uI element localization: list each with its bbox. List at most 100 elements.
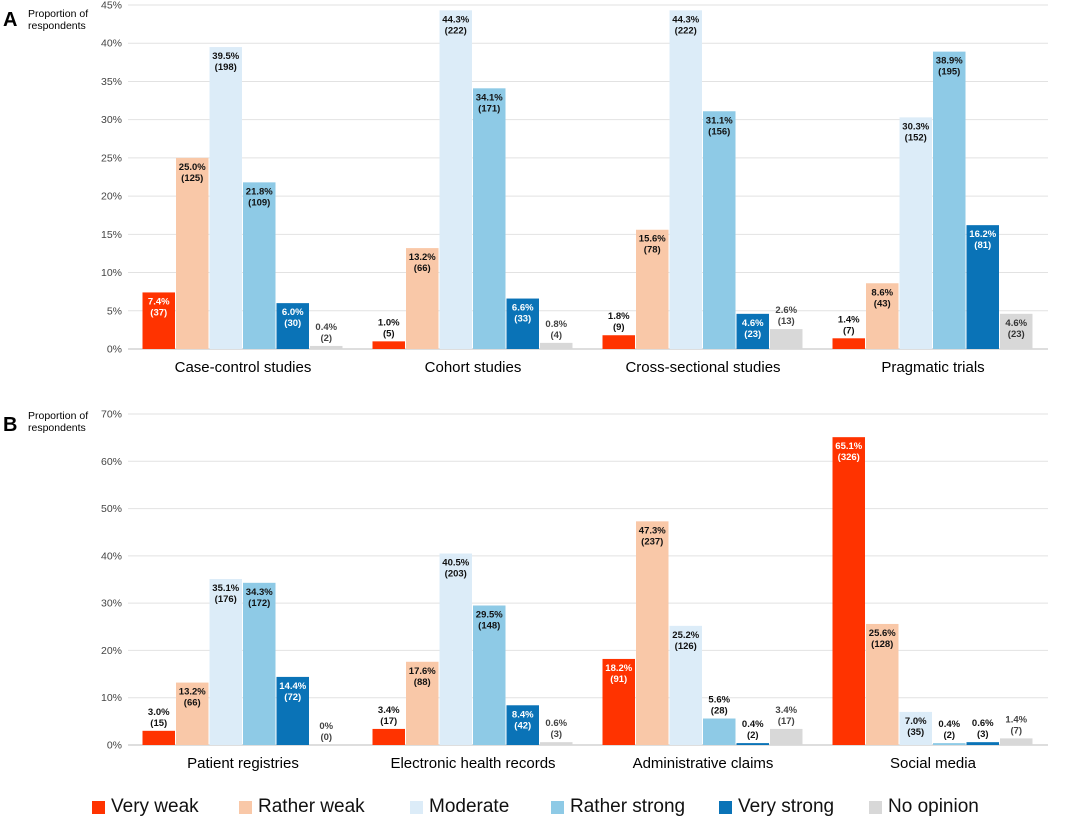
x-category-label: Pragmatic trials xyxy=(881,359,984,376)
data-label-count: (91) xyxy=(610,674,627,685)
data-label-percent: 18.2% xyxy=(605,663,632,674)
data-label-count: (78) xyxy=(644,245,661,256)
data-label-percent: 35.1% xyxy=(212,583,239,594)
y-tick-label: 15% xyxy=(101,229,122,241)
bar-case-control-studies-rather-strong xyxy=(243,182,276,349)
y-axis-label: Proportion of xyxy=(28,8,88,20)
bar-pragmatic-trials-moderate xyxy=(899,117,932,349)
data-label-count: (81) xyxy=(974,240,991,251)
bar-administrative-claims-rather-weak xyxy=(636,521,669,745)
bar-administrative-claims-very-weak xyxy=(602,658,635,745)
data-label-count: (35) xyxy=(907,727,924,738)
data-label-count: (66) xyxy=(414,263,431,274)
data-label-count: (222) xyxy=(445,25,467,36)
data-label-count: (198) xyxy=(215,62,237,73)
data-label-count: (23) xyxy=(1008,329,1025,340)
legend-swatch-moderate xyxy=(410,800,423,814)
legend-item-moderate: Moderate xyxy=(410,796,509,818)
data-label-percent: 1.0% xyxy=(378,317,400,328)
data-label-percent: 7.4% xyxy=(148,296,170,307)
y-tick-label: 45% xyxy=(101,0,122,12)
data-label-percent: 8.4% xyxy=(512,709,534,720)
data-label-percent: 31.1% xyxy=(706,115,733,126)
data-label-count: (42) xyxy=(514,720,531,731)
bar-administrative-claims-rather-strong xyxy=(703,718,736,745)
y-tick-label: 20% xyxy=(101,191,122,203)
legend-swatch-rather-strong xyxy=(551,800,564,814)
bar-pragmatic-trials-no-opinion xyxy=(1000,313,1033,349)
y-tick-label: 30% xyxy=(101,598,122,610)
data-label-count: (237) xyxy=(641,536,663,547)
data-label-count: (23) xyxy=(744,329,761,340)
panel-label: B xyxy=(3,414,17,436)
bar-pragmatic-trials-very-weak xyxy=(832,338,865,349)
data-label-percent: 0.4% xyxy=(742,719,764,730)
y-tick-label: 50% xyxy=(101,503,122,515)
legend-swatch-very-weak xyxy=(92,800,105,814)
bar-pragmatic-trials-rather-strong xyxy=(933,51,966,350)
y-tick-label: 20% xyxy=(101,645,122,657)
data-label-percent: 25.6% xyxy=(869,628,896,639)
y-axis-label: Proportion of xyxy=(28,410,88,422)
data-label-count: (2) xyxy=(320,333,332,344)
data-label-percent: 0.8% xyxy=(545,319,567,330)
data-label-percent: 25.0% xyxy=(179,162,206,173)
x-category-label: Administrative claims xyxy=(633,755,774,772)
y-axis-label: respondents xyxy=(28,422,86,434)
y-tick-label: 30% xyxy=(101,114,122,126)
data-label-percent: 1.4% xyxy=(1005,714,1027,725)
y-tick-label: 40% xyxy=(101,550,122,562)
data-label-count: (15) xyxy=(150,718,167,729)
bar-cohort-studies-moderate xyxy=(439,10,472,350)
data-label-count: (171) xyxy=(478,103,500,114)
data-label-count: (2) xyxy=(747,730,759,741)
bar-cross-sectional-studies-rather-strong xyxy=(703,111,736,349)
bar-cohort-studies-rather-weak xyxy=(406,248,439,349)
data-label-percent: 15.6% xyxy=(639,234,666,245)
bar-cross-sectional-studies-moderate xyxy=(669,10,702,350)
data-label-percent: 34.3% xyxy=(246,587,273,598)
bar-social-media-moderate xyxy=(899,711,932,745)
data-label-percent: 25.2% xyxy=(672,630,699,641)
legend-item-rather-weak: Rather weak xyxy=(239,796,365,818)
data-label-percent: 3.0% xyxy=(148,707,170,718)
data-label-percent: 4.6% xyxy=(1005,318,1027,329)
bar-electronic-health-records-rather-weak xyxy=(406,661,439,745)
bar-social-media-very-weak xyxy=(832,437,865,745)
x-category-label: Cross-sectional studies xyxy=(625,359,780,376)
data-label-percent: 13.2% xyxy=(409,252,436,263)
data-label-count: (326) xyxy=(838,452,860,463)
data-label-percent: 29.5% xyxy=(476,610,503,621)
legend-item-very-strong: Very strong xyxy=(719,796,834,818)
bar-cohort-studies-no-opinion xyxy=(540,342,573,349)
data-label-percent: 39.5% xyxy=(212,51,239,62)
legend-item-very-weak: Very weak xyxy=(92,796,199,818)
y-tick-label: 25% xyxy=(101,152,122,164)
data-label-percent: 0.4% xyxy=(315,322,337,333)
legend-swatch-rather-weak xyxy=(239,800,252,814)
bar-cross-sectional-studies-very-weak xyxy=(602,335,635,349)
y-tick-label: 10% xyxy=(101,267,122,279)
data-label-count: (13) xyxy=(778,316,795,327)
data-label-count: (152) xyxy=(905,132,927,143)
data-label-count: (9) xyxy=(613,322,625,333)
data-label-count: (195) xyxy=(938,67,960,78)
legend-swatch-very-strong xyxy=(719,800,732,814)
data-label-percent: 44.3% xyxy=(442,14,469,25)
data-label-count: (109) xyxy=(248,197,270,208)
data-label-percent: 7.0% xyxy=(905,716,927,727)
legend-swatch-no-opinion xyxy=(869,800,882,814)
y-tick-label: 60% xyxy=(101,456,122,468)
bar-electronic-health-records-moderate xyxy=(439,553,472,745)
data-label-percent: 13.2% xyxy=(179,687,206,698)
data-label-percent: 1.8% xyxy=(608,311,630,322)
bar-electronic-health-records-very-strong xyxy=(506,705,539,745)
data-label-count: (222) xyxy=(675,25,697,36)
data-label-count: (30) xyxy=(284,318,301,329)
x-category-label: Patient registries xyxy=(187,755,299,772)
bar-cohort-studies-very-strong xyxy=(506,298,539,349)
data-label-percent: 38.9% xyxy=(936,56,963,67)
data-label-count: (66) xyxy=(184,698,201,709)
